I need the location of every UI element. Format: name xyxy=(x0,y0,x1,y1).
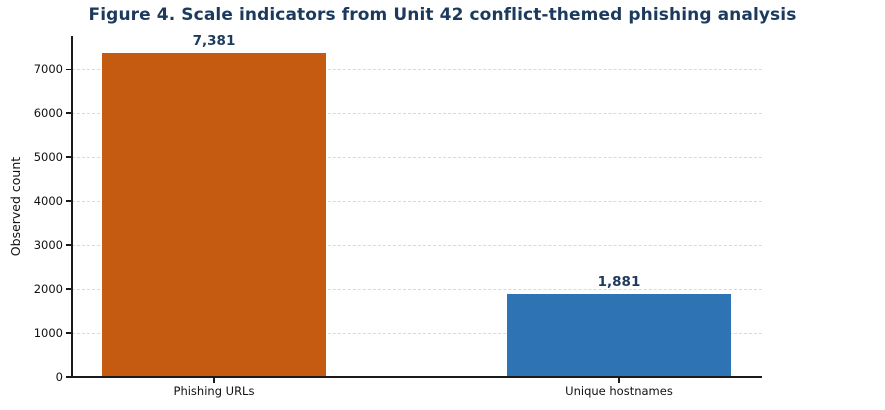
gridline-6000 xyxy=(72,112,762,114)
y-tick-2000 xyxy=(65,288,72,290)
bar-phishing-urls xyxy=(102,52,326,377)
chart-title: Figure 4. Scale indicators from Unit 42 … xyxy=(88,5,797,25)
gridline-3000 xyxy=(72,244,762,246)
y-tick-label-6000: 6000 xyxy=(33,105,63,120)
y-tick-label-2000: 2000 xyxy=(33,281,63,296)
gridline-5000 xyxy=(72,156,762,158)
x-tick-0 xyxy=(213,378,215,383)
y-tick-label-4000: 4000 xyxy=(33,193,63,208)
y-tick-7000 xyxy=(65,68,72,71)
y-tick-5000 xyxy=(65,156,72,159)
gridline-2000 xyxy=(72,288,762,290)
y-tick-6000 xyxy=(65,112,72,115)
gridline-7000 xyxy=(72,68,762,70)
x-tick-1 xyxy=(618,378,620,383)
y-axis-spine xyxy=(70,36,73,378)
bar-value-label: 7,381 xyxy=(192,32,236,49)
y-tick-0 xyxy=(65,376,72,378)
bar-unique-hostnames xyxy=(507,294,731,377)
y-tick-label-1000: 1000 xyxy=(33,325,63,340)
y-tick-label-0: 0 xyxy=(55,369,63,384)
y-tick-label-3000: 3000 xyxy=(33,237,63,252)
gridline-4000 xyxy=(72,200,762,202)
y-tick-label-7000: 7000 xyxy=(33,61,63,76)
bar-value-label: 1,881 xyxy=(597,274,641,291)
x-axis-spine xyxy=(70,376,762,378)
gridline-1000 xyxy=(72,332,762,334)
x-tick-label: Unique hostnames xyxy=(565,384,673,398)
y-tick-label-5000: 5000 xyxy=(33,149,63,164)
y-tick-3000 xyxy=(65,244,72,246)
x-tick-label: Phishing URLs xyxy=(173,384,255,398)
y-tick-1000 xyxy=(65,332,72,334)
y-tick-4000 xyxy=(65,200,72,202)
